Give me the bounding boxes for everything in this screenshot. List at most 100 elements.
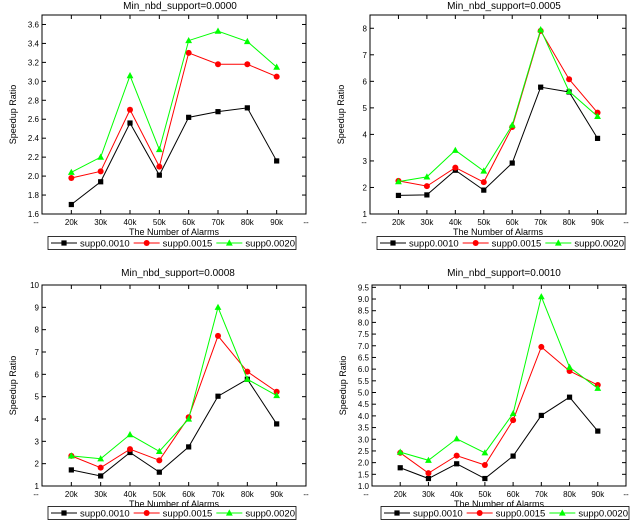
data-point [509,160,515,166]
y-tick-label: 2.2 [28,153,40,162]
data-point [508,121,516,128]
data-point [127,446,133,453]
series-supp0.0020 [395,25,601,185]
data-point [214,303,222,310]
data-point [273,388,280,395]
data-point [274,421,280,427]
data-point [481,461,488,468]
series-line [400,396,599,480]
y-tick-label: 2.0 [358,459,370,468]
data-point [481,187,487,193]
x-tick-label: 30k [94,490,108,499]
x-tick-label: 90k [270,218,284,227]
series-line [71,107,278,205]
y-tick-label: 8 [35,326,40,335]
series-line [398,29,598,187]
chart-title: Min_nbd_support=0.0010 [447,268,561,279]
chart-panel-3: Min_nbd_support=0.0008 20k 30k 40k 50k 60k 70k… [8,268,309,520]
legend-marker [390,240,396,246]
y-tick-label: 8 [363,24,368,33]
chart-panel-4: Min_nbd_support=0.0010 20k 30k 40k 50k 60k 70k… [338,268,630,520]
data-point [215,332,221,339]
y-tick-label: 3.0 [28,77,40,86]
y-tick-label: 3.6 [28,20,40,29]
x-tick-label: 30k [420,218,434,227]
series-line [398,86,598,196]
series-line [399,346,599,474]
y-tick-label: 8.5 [358,307,370,316]
y-tick-label: 6 [363,77,368,86]
data-point [482,475,488,482]
data-point [425,470,432,477]
data-point [68,201,74,208]
y-tick-label: 8.0 [358,318,370,327]
y-tick-label: 6.5 [358,353,370,362]
data-point [97,153,105,160]
x-tick-label: 80k [563,218,577,227]
y-tick-label: 2.4 [28,134,40,143]
data-point [594,112,601,119]
x-tick-label: 60k [182,490,196,499]
y-tick-label: 9 [35,303,40,312]
x-tick-label: 20k [392,218,406,227]
legend-marker [225,239,233,246]
data-point [97,464,104,471]
y-tick-label: 2.5 [358,447,370,456]
y-axis-label: Speedup Ratio [8,356,18,416]
x-tick-label: 40k [124,218,138,227]
data-point [244,368,251,375]
data-point [185,415,193,422]
legend-marker [61,240,67,246]
data-point [127,106,133,113]
x-tick-label: 90k [591,490,605,499]
y-tick-label: 5 [35,393,40,402]
x-tick-label: 90k [591,218,605,227]
data-point [127,449,133,456]
x-tick-label: -- [303,218,309,227]
series-supp0.0010 [397,394,601,482]
data-point [537,293,545,300]
series-supp0.0010 [395,84,601,199]
data-point [454,461,460,467]
data-point [156,457,163,464]
legend-label: supp0.0020 [245,509,295,520]
data-point [126,431,134,438]
plot-frame [371,284,627,487]
data-point [155,145,163,153]
x-tick-label: 50k [478,490,492,499]
legend-box [47,506,297,520]
data-point [67,452,75,459]
legend-label: supp0.0010 [80,509,130,520]
x-tick-label: 60k [506,218,520,227]
y-tick-label: 10 [30,281,39,290]
series-supp0.0010 [68,105,280,208]
legend-marker [143,510,150,516]
y-tick-label: 4.0 [358,412,370,421]
y-tick-label: 6 [35,370,40,379]
legend-box [47,236,297,250]
data-point [244,61,251,68]
data-point [425,456,432,463]
series-supp0.0020 [67,303,281,462]
y-tick-label: 3 [35,437,40,446]
y-tick-label: 3.4 [28,39,40,48]
y-tick-label: 5.0 [358,389,370,398]
data-point [215,109,221,115]
series-line [71,305,277,460]
y-tick-label: 4 [35,415,40,424]
chart-title: Min_nbd_support=0.0005 [447,1,561,12]
x-tick-label: 30k [422,490,436,499]
x-tick-label: -- [33,490,39,499]
x-tick-label: 70k [535,490,549,499]
data-point [565,87,573,95]
data-point [423,173,431,180]
x-tick-label: 70k [212,490,226,499]
series-supp0.0015 [68,49,280,181]
series-line [71,30,277,173]
series-line [71,378,278,477]
data-point [538,412,544,419]
series-line [71,52,277,179]
data-point [97,455,105,462]
data-point [273,391,281,399]
data-point [68,467,74,473]
